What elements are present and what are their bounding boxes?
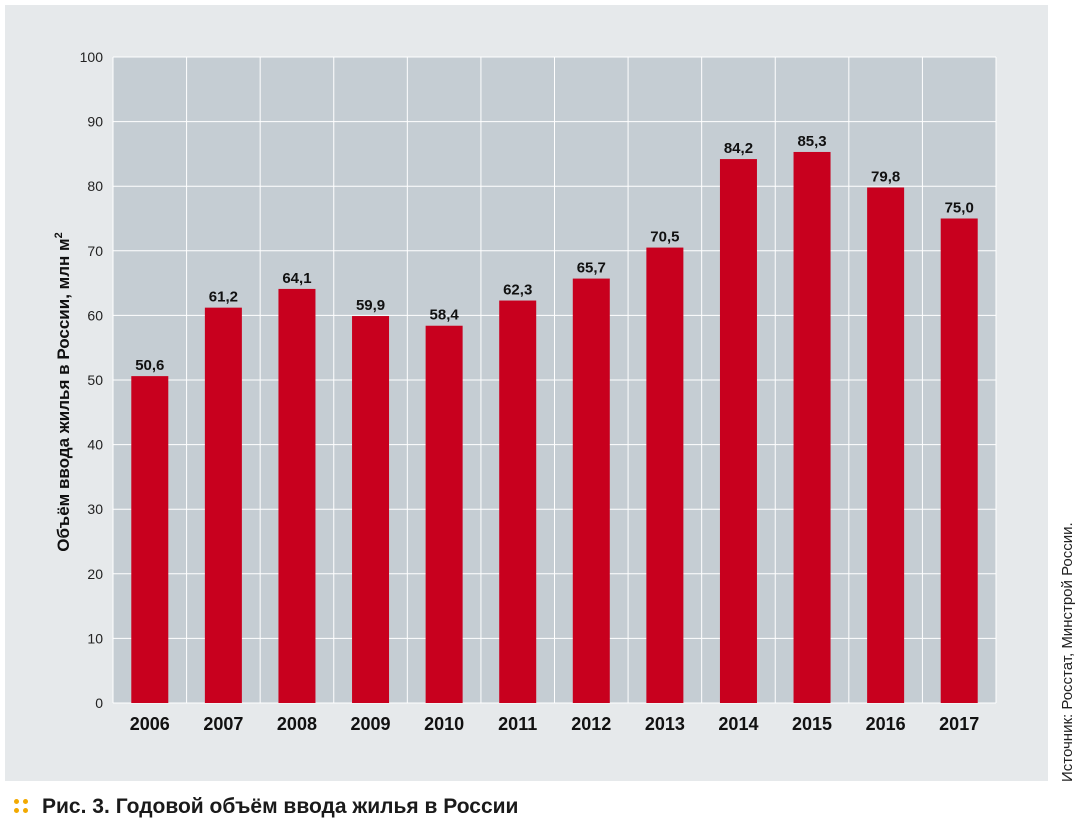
y-tick-label: 50 xyxy=(87,372,103,388)
x-tick-label-2007: 2007 xyxy=(203,714,243,734)
value-label-2009: 59,9 xyxy=(356,297,385,314)
y-axis-title-superscript: 2 xyxy=(53,232,65,238)
x-tick-label-2010: 2010 xyxy=(424,714,464,734)
value-label-2006: 50,6 xyxy=(135,357,164,374)
x-tick-label-2013: 2013 xyxy=(645,714,685,734)
y-tick-labels: 0 10 20 30 40 50 60 70 80 90 100 xyxy=(80,49,104,711)
y-tick-label: 80 xyxy=(87,178,103,194)
figure-caption: Рис. 3. Годовой объём ввода жилья в Росс… xyxy=(14,795,518,819)
y-tick-label: 40 xyxy=(87,437,103,453)
value-label-2016: 79,8 xyxy=(871,168,900,185)
caption-label: Рис. 3. xyxy=(42,795,110,818)
x-tick-label-2015: 2015 xyxy=(792,714,832,734)
value-label-2008: 64,1 xyxy=(282,270,311,287)
value-label-2013: 70,5 xyxy=(650,229,679,246)
y-tick-label: 100 xyxy=(80,49,104,65)
y-tick-label: 0 xyxy=(95,695,103,711)
y-axis-title: Объём ввода жилья в России, млн м2 xyxy=(53,232,73,551)
bar-2015 xyxy=(793,151,831,703)
y-axis-title-text: Объём ввода жилья в России, млн м xyxy=(54,238,73,551)
caption-dots-icon xyxy=(14,799,30,815)
source-note: Источник: Росстат, Минстрой России. xyxy=(1059,522,1076,782)
grid-lines xyxy=(112,56,997,704)
bar-2014 xyxy=(719,159,757,703)
value-label-2011: 62,3 xyxy=(503,282,532,299)
bar-2016 xyxy=(867,187,905,703)
bar-2009 xyxy=(352,316,390,703)
x-tick-label-2017: 2017 xyxy=(939,714,979,734)
value-label-2012: 65,7 xyxy=(577,260,606,277)
y-tick-label: 90 xyxy=(87,114,103,130)
bar-2010 xyxy=(425,325,463,703)
bar-2017 xyxy=(940,218,978,703)
x-tick-label-2014: 2014 xyxy=(718,714,758,734)
x-tick-label-2011: 2011 xyxy=(498,714,537,734)
bars xyxy=(131,151,978,703)
x-tick-label-2012: 2012 xyxy=(571,714,611,734)
x-tick-label-2008: 2008 xyxy=(277,714,317,734)
bar-2007 xyxy=(204,307,242,703)
bar-2011 xyxy=(499,300,537,703)
value-label-2007: 61,2 xyxy=(209,289,238,306)
value-label-2014: 84,2 xyxy=(724,140,753,157)
value-label-2010: 58,4 xyxy=(430,307,460,324)
y-tick-label: 10 xyxy=(87,630,103,646)
x-tick-label-2009: 2009 xyxy=(351,714,391,734)
bar-2012 xyxy=(572,278,610,703)
y-tick-label: 60 xyxy=(87,307,103,323)
x-tick-label-2016: 2016 xyxy=(866,714,906,734)
x-tick-label-2006: 2006 xyxy=(130,714,170,734)
y-tick-label: 30 xyxy=(87,501,103,517)
value-labels: 50,6 61,2 64,1 59,9 58,4 62,3 65,7 70,5 84,2 85,3… xyxy=(135,133,974,374)
bar-2006 xyxy=(131,376,169,703)
y-tick-label: 20 xyxy=(87,566,103,582)
y-tick-label: 70 xyxy=(87,243,103,259)
bar-2008 xyxy=(278,288,316,703)
x-tick-labels: 2006 2007 2008 2009 2010 2011 2012 2013 2014 2015… xyxy=(130,714,979,734)
caption-text: Годовой объём ввода жилья в России xyxy=(115,795,519,818)
value-label-2017: 75,0 xyxy=(945,200,974,217)
value-label-2015: 85,3 xyxy=(797,133,826,150)
bar-2013 xyxy=(646,247,684,703)
